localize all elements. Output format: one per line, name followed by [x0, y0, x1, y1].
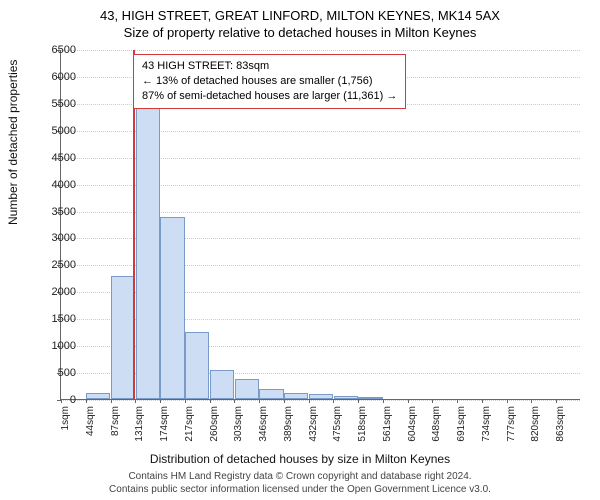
x-axis-label: Distribution of detached houses by size … — [0, 452, 600, 466]
title-line-1: 43, HIGH STREET, GREAT LINFORD, MILTON K… — [0, 0, 600, 23]
xtick-label: 777sqm — [506, 406, 517, 442]
xtick-mark — [383, 399, 384, 403]
footer-line-2: Contains public sector information licen… — [0, 483, 600, 496]
xtick-label: 820sqm — [530, 406, 541, 442]
ytick-label: 2500 — [52, 259, 76, 271]
xtick-mark — [531, 399, 532, 403]
histogram-bar — [284, 393, 308, 399]
ytick-label: 2000 — [52, 286, 76, 298]
ytick-label: 0 — [70, 394, 76, 406]
xtick-mark — [135, 399, 136, 403]
xtick-mark — [309, 399, 310, 403]
ytick-label: 4500 — [52, 152, 76, 164]
histogram-bar — [334, 396, 358, 399]
xtick-label: 131sqm — [134, 406, 145, 442]
histogram-bar — [259, 389, 283, 399]
xtick-label: 260sqm — [209, 406, 220, 442]
ytick-label: 3500 — [52, 206, 76, 218]
ytick-label: 1000 — [52, 340, 76, 352]
annotation-line: ← 13% of detached houses are smaller (1,… — [142, 74, 397, 89]
annotation-line: 87% of semi-detached houses are larger (… — [142, 89, 397, 104]
xtick-mark — [111, 399, 112, 403]
histogram-bar — [136, 103, 160, 399]
xtick-mark — [284, 399, 285, 403]
xtick-mark — [185, 399, 186, 403]
xtick-label: 863sqm — [555, 406, 566, 442]
xtick-mark — [507, 399, 508, 403]
xtick-label: 217sqm — [184, 406, 195, 442]
histogram-bar — [160, 217, 184, 399]
ytick-label: 3000 — [52, 232, 76, 244]
xtick-label: 389sqm — [283, 406, 294, 442]
xtick-label: 303sqm — [233, 406, 244, 442]
xtick-mark — [160, 399, 161, 403]
xtick-label: 1sqm — [60, 406, 71, 430]
ytick-label: 6500 — [52, 44, 76, 56]
gridline-h — [61, 50, 580, 51]
xtick-label: 44sqm — [85, 406, 96, 436]
xtick-label: 648sqm — [431, 406, 442, 442]
xtick-label: 604sqm — [407, 406, 418, 442]
xtick-label: 518sqm — [357, 406, 368, 442]
xtick-label: 432sqm — [308, 406, 319, 442]
xtick-mark — [556, 399, 557, 403]
xtick-mark — [457, 399, 458, 403]
y-axis-label: Number of detached properties — [6, 60, 20, 225]
ytick-label: 1500 — [52, 313, 76, 325]
ytick-label: 5500 — [52, 98, 76, 110]
footer: Contains HM Land Registry data © Crown c… — [0, 470, 600, 496]
histogram-bar — [309, 394, 333, 399]
title-line-2: Size of property relative to detached ho… — [0, 23, 600, 40]
xtick-label: 734sqm — [481, 406, 492, 442]
histogram-bar — [86, 393, 110, 399]
xtick-mark — [210, 399, 211, 403]
chart-container: 43, HIGH STREET, GREAT LINFORD, MILTON K… — [0, 0, 600, 500]
xtick-mark — [259, 399, 260, 403]
xtick-mark — [333, 399, 334, 403]
histogram-bar — [210, 370, 234, 399]
histogram-bar — [185, 332, 209, 399]
xtick-mark — [61, 399, 62, 403]
ytick-label: 500 — [58, 367, 76, 379]
xtick-label: 475sqm — [332, 406, 343, 442]
histogram-bar — [235, 379, 259, 399]
annotation-line: 43 HIGH STREET: 83sqm — [142, 59, 397, 74]
xtick-label: 561sqm — [382, 406, 393, 442]
ytick-label: 6000 — [52, 71, 76, 83]
xtick-mark — [234, 399, 235, 403]
xtick-mark — [432, 399, 433, 403]
xtick-label: 174sqm — [159, 406, 170, 442]
xtick-mark — [408, 399, 409, 403]
annotation-box: 43 HIGH STREET: 83sqm← 13% of detached h… — [133, 54, 406, 109]
xtick-label: 346sqm — [258, 406, 269, 442]
xtick-mark — [86, 399, 87, 403]
footer-line-1: Contains HM Land Registry data © Crown c… — [0, 470, 600, 483]
plot-region: 1sqm44sqm87sqm131sqm174sqm217sqm260sqm30… — [60, 50, 580, 400]
histogram-bar — [111, 276, 135, 399]
xtick-mark — [358, 399, 359, 403]
xtick-mark — [482, 399, 483, 403]
ytick-label: 4000 — [52, 179, 76, 191]
histogram-bar — [358, 397, 382, 399]
xtick-label: 691sqm — [456, 406, 467, 442]
ytick-label: 5000 — [52, 125, 76, 137]
xtick-label: 87sqm — [110, 406, 121, 436]
chart-area: 1sqm44sqm87sqm131sqm174sqm217sqm260sqm30… — [60, 50, 580, 400]
gridline-h — [61, 400, 580, 401]
